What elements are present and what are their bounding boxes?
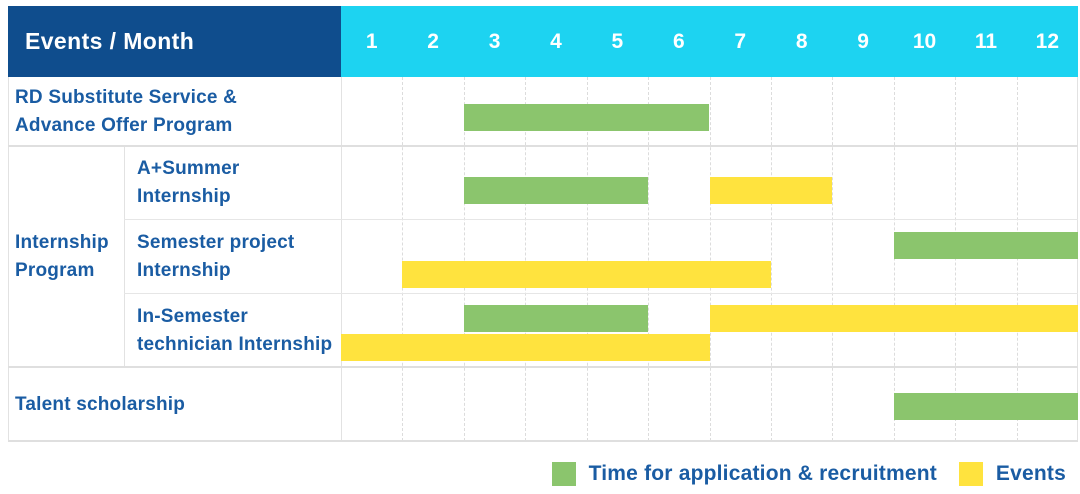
bar-application-months-3-5 [463,305,649,332]
row-separator [124,219,1078,220]
legend-label-application: Time for application & recruitment [588,462,937,485]
header-events-month-cell: Events / Month [8,6,341,77]
month-divider [955,77,957,441]
bar-application-months-3-5 [463,177,649,204]
month-divider [770,77,772,441]
row-label-in-semester-technician-internship: In-Semester technician Internship [137,305,333,355]
table-left-border [8,77,9,441]
group-label-internship-program: Internship Program [15,231,109,281]
bar-event-months-2-7 [402,261,771,288]
legend-swatch-event [958,462,983,486]
row-label-rd-substitute: RD Substitute Service & Advance Offer Pr… [15,86,238,136]
row-label-semester-project-internship: Semester project Internship [137,232,295,281]
chart-left-border [341,77,342,441]
bar-application-months-3-6 [463,104,710,131]
month-divider [832,77,834,441]
row-label-talent-scholarship: Talent scholarship [15,393,186,415]
month-label-6: 6 [672,29,685,53]
bar-application-months-10-12 [893,232,1078,259]
bar-application-months-10-12 [893,393,1078,420]
month-label-12: 12 [1035,29,1060,53]
header-title: Events / Month [25,28,195,54]
month-label-2: 2 [427,29,439,53]
table-right-border [1077,77,1078,441]
row-label-a-summer-internship: A+Summer Internship [137,158,240,207]
month-label-4: 4 [550,29,562,53]
legend: Time for application & recruitment Event… [0,461,1066,487]
table-bottom-border [8,440,1078,442]
month-divider [463,77,465,441]
bar-event-months-1-6 [341,334,710,361]
month-divider [586,77,588,441]
month-header-row: 1 2 3 4 5 6 7 8 9 10 11 12 [341,6,1078,77]
month-label-10: 10 [912,29,937,53]
month-label-5: 5 [611,29,624,53]
month-label-1: 1 [365,29,378,53]
row-separator [8,366,1078,368]
bar-event-months-7-12 [709,305,1078,332]
month-label-7: 7 [734,29,747,53]
legend-swatch-application [551,462,576,486]
bar-event-months-7-8 [709,177,833,204]
month-label-8: 8 [795,29,808,53]
row-separator [8,145,1078,147]
month-divider [525,77,527,441]
month-divider [402,77,404,441]
month-label-11: 11 [974,29,998,53]
month-divider [1016,77,1018,441]
month-divider [893,77,895,441]
row-separator [124,293,1078,294]
month-label-9: 9 [857,29,869,53]
legend-label-events: Events [995,462,1066,485]
month-divider [709,77,711,441]
label-column-divider [124,146,125,367]
month-divider [648,77,650,441]
month-label-3: 3 [488,29,501,53]
